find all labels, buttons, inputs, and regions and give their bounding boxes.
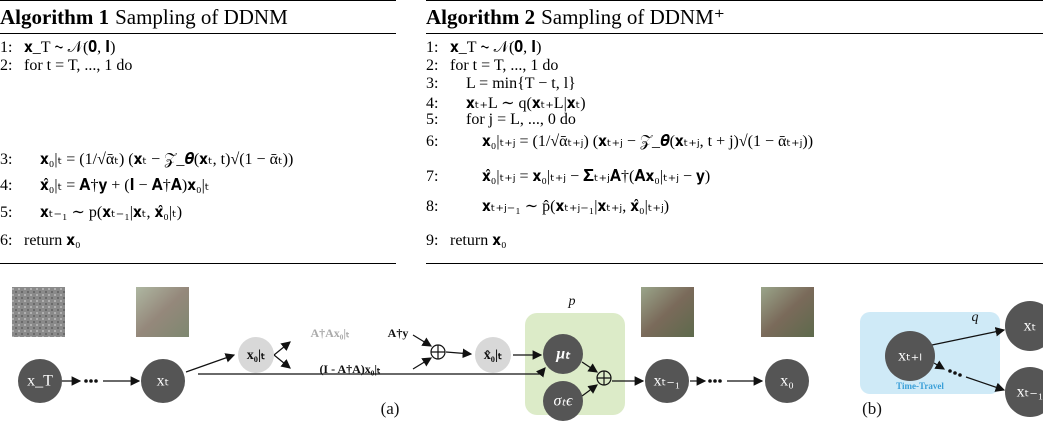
q-label: q (972, 310, 979, 325)
node-label: μₜ (555, 346, 571, 363)
node-label: xₜ (1024, 318, 1037, 335)
term: A†Ax₀|ₜ (310, 326, 350, 340)
subfigure-label: (a) (381, 399, 400, 418)
node-label: xₜ₊ₗ (898, 348, 922, 365)
image (136, 287, 189, 337)
term: (I - A†A)x₀|ₜ (319, 362, 381, 376)
node-label: x₀ (780, 373, 794, 390)
node-label: x_T (27, 373, 53, 390)
node-label: xₜ (157, 373, 170, 390)
noise-image (12, 287, 65, 337)
subfigure-label: (b) (862, 399, 882, 418)
diagram: x_T xₜ μₜ σₜϵ xₜ₋₁ x₀ xₜ₊ₗ xₜ xₜ₋₁ x₀|ₜ … (0, 0, 1043, 423)
ellipsis-dots (84, 369, 962, 383)
node-label: xₜ₋₁ (1017, 384, 1043, 401)
term: A†y (388, 326, 409, 340)
time-travel-label: Time-Travel (896, 381, 944, 391)
image (641, 287, 694, 337)
image (761, 287, 814, 337)
node-label: x₀|ₜ (247, 348, 265, 363)
p-label: p (568, 294, 576, 309)
node-label: x̂₀|ₜ (484, 348, 502, 363)
node-label: xₜ₋₁ (654, 373, 681, 390)
page: Algorithm 1Sampling of DDNM 1:𝐱_T ∼ 𝒩(𝟎,… (0, 0, 1043, 423)
node-label: σₜϵ (553, 393, 573, 410)
